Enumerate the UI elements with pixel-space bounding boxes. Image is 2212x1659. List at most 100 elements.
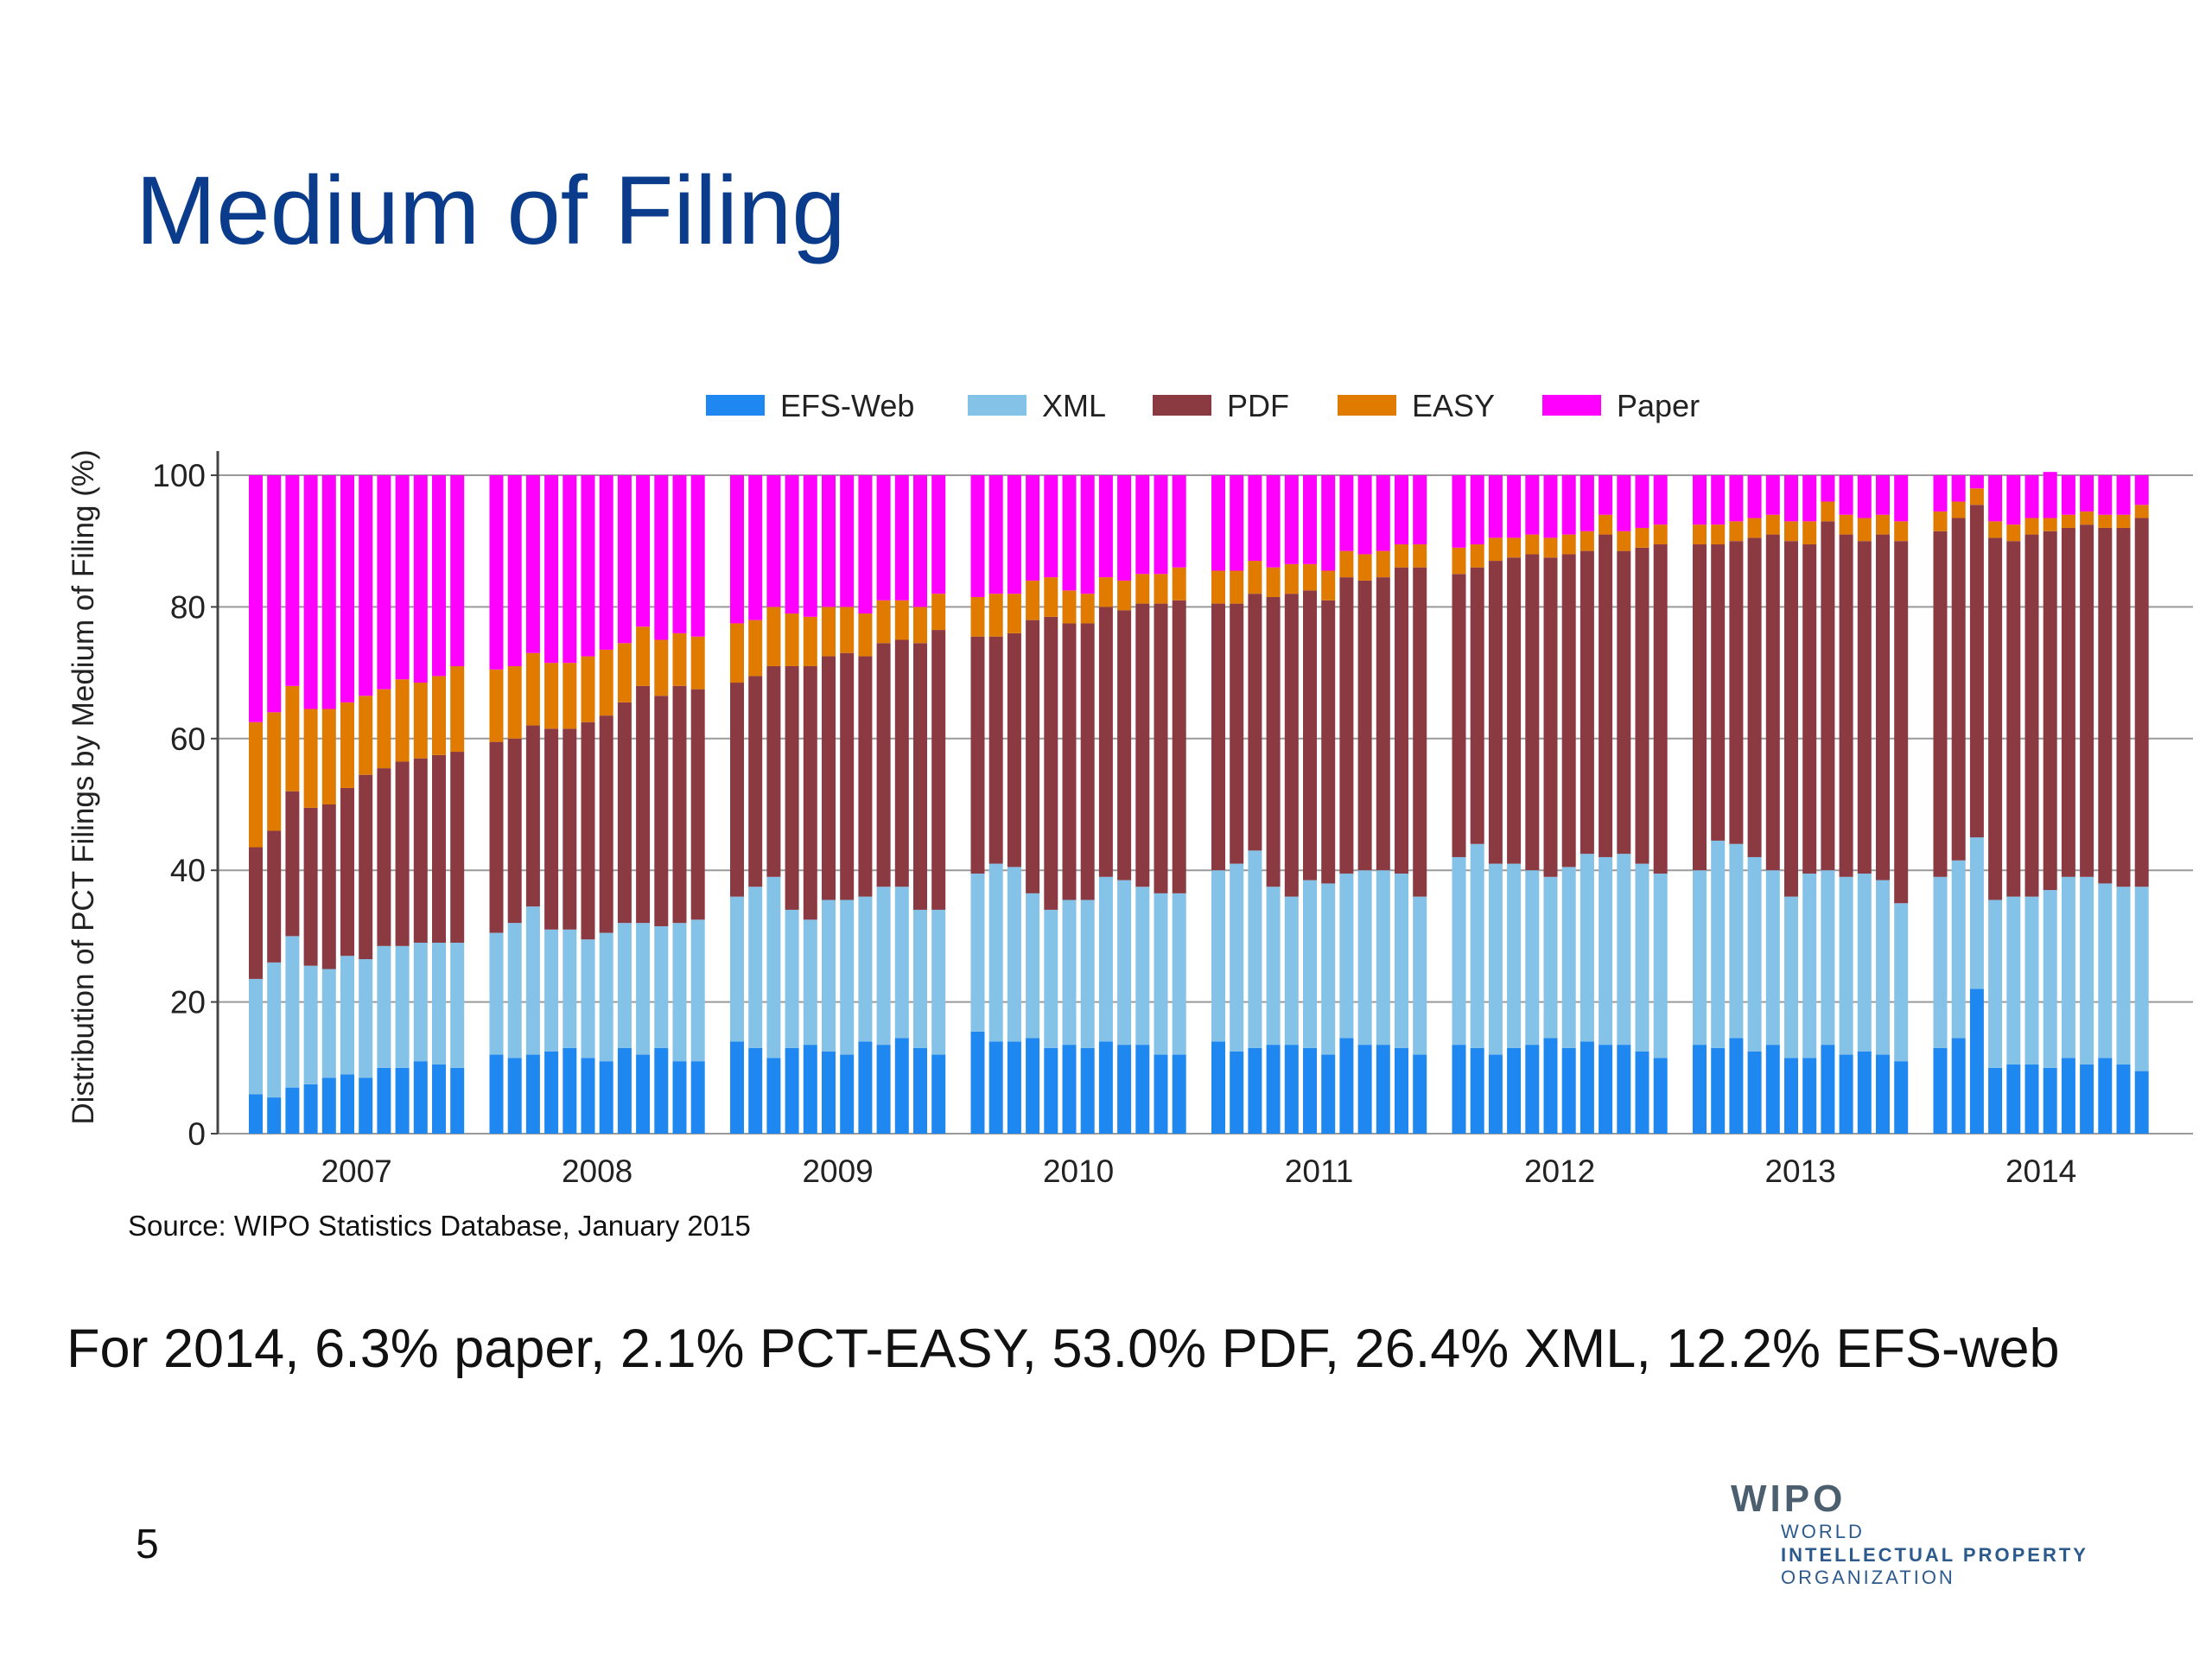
bar-pdf-2014-2 — [1951, 518, 1966, 861]
bar-efs-web-2010-1 — [970, 1031, 985, 1134]
bar-pdf-2009-3 — [766, 665, 781, 877]
bar-pdf-2013-12 — [1894, 541, 1909, 904]
bar-easy-2011-12 — [1413, 544, 1427, 568]
bar-paper-2009-1 — [730, 475, 744, 624]
bar-efs-web-2010-12 — [1172, 1054, 1186, 1134]
bar-efs-web-2007-2 — [267, 1097, 282, 1134]
bar-paper-2009-11 — [913, 475, 927, 607]
bar-paper-2008-8 — [617, 475, 632, 644]
bar-efs-web-2014-10 — [2098, 1058, 2113, 1134]
bar-paper-2012-11 — [1635, 475, 1649, 528]
bar-pdf-2011-8 — [1339, 577, 1354, 874]
bar-pdf-2007-5 — [321, 804, 336, 969]
bar-pdf-2014-8 — [2061, 527, 2075, 877]
bar-paper-2014-11 — [2116, 475, 2131, 515]
bar-paper-2008-1 — [489, 475, 504, 670]
logo-mark: WIPO — [1731, 1478, 1847, 1520]
bar-pdf-2009-7 — [840, 652, 855, 900]
bar-efs-web-2012-5 — [1525, 1045, 1540, 1134]
bar-easy-2014-1 — [1933, 511, 1948, 531]
bar-easy-2013-8 — [1821, 501, 1835, 522]
bar-paper-2014-12 — [2134, 475, 2149, 505]
bar-paper-2014-1 — [1933, 475, 1948, 512]
bar-easy-2007-4 — [303, 709, 318, 808]
bar-efs-web-2008-8 — [617, 1047, 632, 1134]
bar-paper-2008-6 — [581, 475, 595, 657]
bar-efs-web-2010-4 — [1026, 1038, 1040, 1134]
logo-line-3: ORGANIZATION — [1781, 1567, 1955, 1588]
bar-efs-web-2008-7 — [599, 1061, 613, 1134]
bar-xml-2010-3 — [1007, 867, 1021, 1042]
bar-xml-2010-5 — [1044, 909, 1058, 1048]
bar-efs-web-2012-9 — [1599, 1045, 1613, 1134]
bar-xml-2012-9 — [1599, 856, 1613, 1046]
bar-pdf-2009-2 — [748, 676, 763, 887]
bar-efs-web-2007-1 — [249, 1094, 263, 1134]
bar-efs-web-2012-12 — [1653, 1058, 1668, 1134]
bar-efs-web-2013-12 — [1894, 1061, 1909, 1134]
bar-pdf-2009-5 — [803, 665, 817, 920]
bar-pdf-2014-11 — [2116, 527, 2131, 887]
bar-easy-2014-8 — [2061, 514, 2075, 528]
bar-paper-2008-7 — [599, 475, 613, 650]
bar-pdf-2011-2 — [1230, 603, 1244, 864]
bar-efs-web-2013-11 — [1876, 1054, 1890, 1134]
bar-efs-web-2009-3 — [766, 1058, 781, 1134]
bar-easy-2014-2 — [1951, 501, 1966, 518]
bar-paper-2010-11 — [1154, 475, 1168, 575]
bar-paper-2007-3 — [285, 475, 300, 686]
bar-easy-2009-3 — [766, 607, 781, 666]
bar-xml-2010-11 — [1154, 893, 1168, 1055]
bar-pdf-2012-3 — [1488, 561, 1503, 864]
bar-pdf-2013-5 — [1765, 534, 1780, 871]
page-number: 5 — [136, 1522, 159, 1567]
bar-xml-2013-11 — [1876, 880, 1890, 1055]
bar-easy-2012-8 — [1580, 531, 1594, 551]
bar-paper-2013-9 — [1839, 475, 1853, 515]
bar-xml-2012-8 — [1580, 854, 1594, 1042]
bar-pdf-2013-9 — [1839, 534, 1853, 877]
bar-paper-2013-7 — [1802, 475, 1817, 522]
bar-xml-2007-7 — [359, 959, 373, 1078]
bar-easy-2013-2 — [1711, 524, 1726, 545]
bar-efs-web-2007-8 — [377, 1067, 391, 1134]
bar-xml-2011-1 — [1211, 870, 1225, 1042]
bar-pdf-2010-1 — [970, 636, 985, 874]
bar-pdf-2013-11 — [1876, 534, 1890, 880]
bar-pdf-2009-4 — [785, 665, 799, 910]
bar-efs-web-2008-11 — [672, 1061, 687, 1134]
bar-pdf-2013-10 — [1857, 541, 1872, 874]
bar-easy-2013-9 — [1839, 514, 1853, 535]
slide-title: Medium of Filing — [136, 156, 846, 264]
bar-paper-2010-9 — [1117, 475, 1132, 581]
bar-paper-2007-4 — [303, 475, 318, 709]
bar-efs-web-2008-12 — [690, 1061, 705, 1134]
bar-efs-web-2012-3 — [1488, 1054, 1503, 1134]
y-tick-label-100: 100 — [152, 458, 206, 493]
bar-xml-2010-4 — [1026, 893, 1040, 1039]
bar-efs-web-2013-1 — [1693, 1045, 1707, 1134]
bar-paper-2014-9 — [2080, 475, 2094, 512]
bar-pdf-2009-1 — [730, 683, 744, 897]
bar-pdf-2008-7 — [599, 715, 613, 933]
bar-paper-2012-12 — [1653, 475, 1668, 525]
bar-paper-2014-7 — [2043, 472, 2057, 518]
bar-paper-2008-3 — [525, 475, 540, 653]
bar-pdf-2010-12 — [1172, 600, 1186, 893]
bar-pdf-2012-6 — [1543, 557, 1558, 877]
bar-easy-2010-10 — [1135, 574, 1150, 604]
bar-easy-2012-12 — [1653, 524, 1668, 545]
bar-xml-2008-4 — [544, 929, 559, 1052]
bar-pdf-2011-3 — [1248, 594, 1262, 851]
bar-easy-2013-7 — [1802, 521, 1817, 545]
bar-easy-2013-10 — [1857, 518, 1872, 542]
bar-easy-2014-5 — [2006, 524, 2021, 542]
bar-xml-2009-12 — [931, 909, 946, 1055]
bar-paper-2012-2 — [1470, 475, 1484, 545]
bar-paper-2009-6 — [822, 475, 836, 607]
bar-paper-2008-11 — [672, 475, 687, 633]
bar-paper-2013-1 — [1693, 475, 1707, 525]
bar-pdf-2011-9 — [1357, 580, 1372, 871]
bar-efs-web-2013-6 — [1784, 1058, 1798, 1134]
bar-paper-2009-5 — [803, 475, 817, 617]
